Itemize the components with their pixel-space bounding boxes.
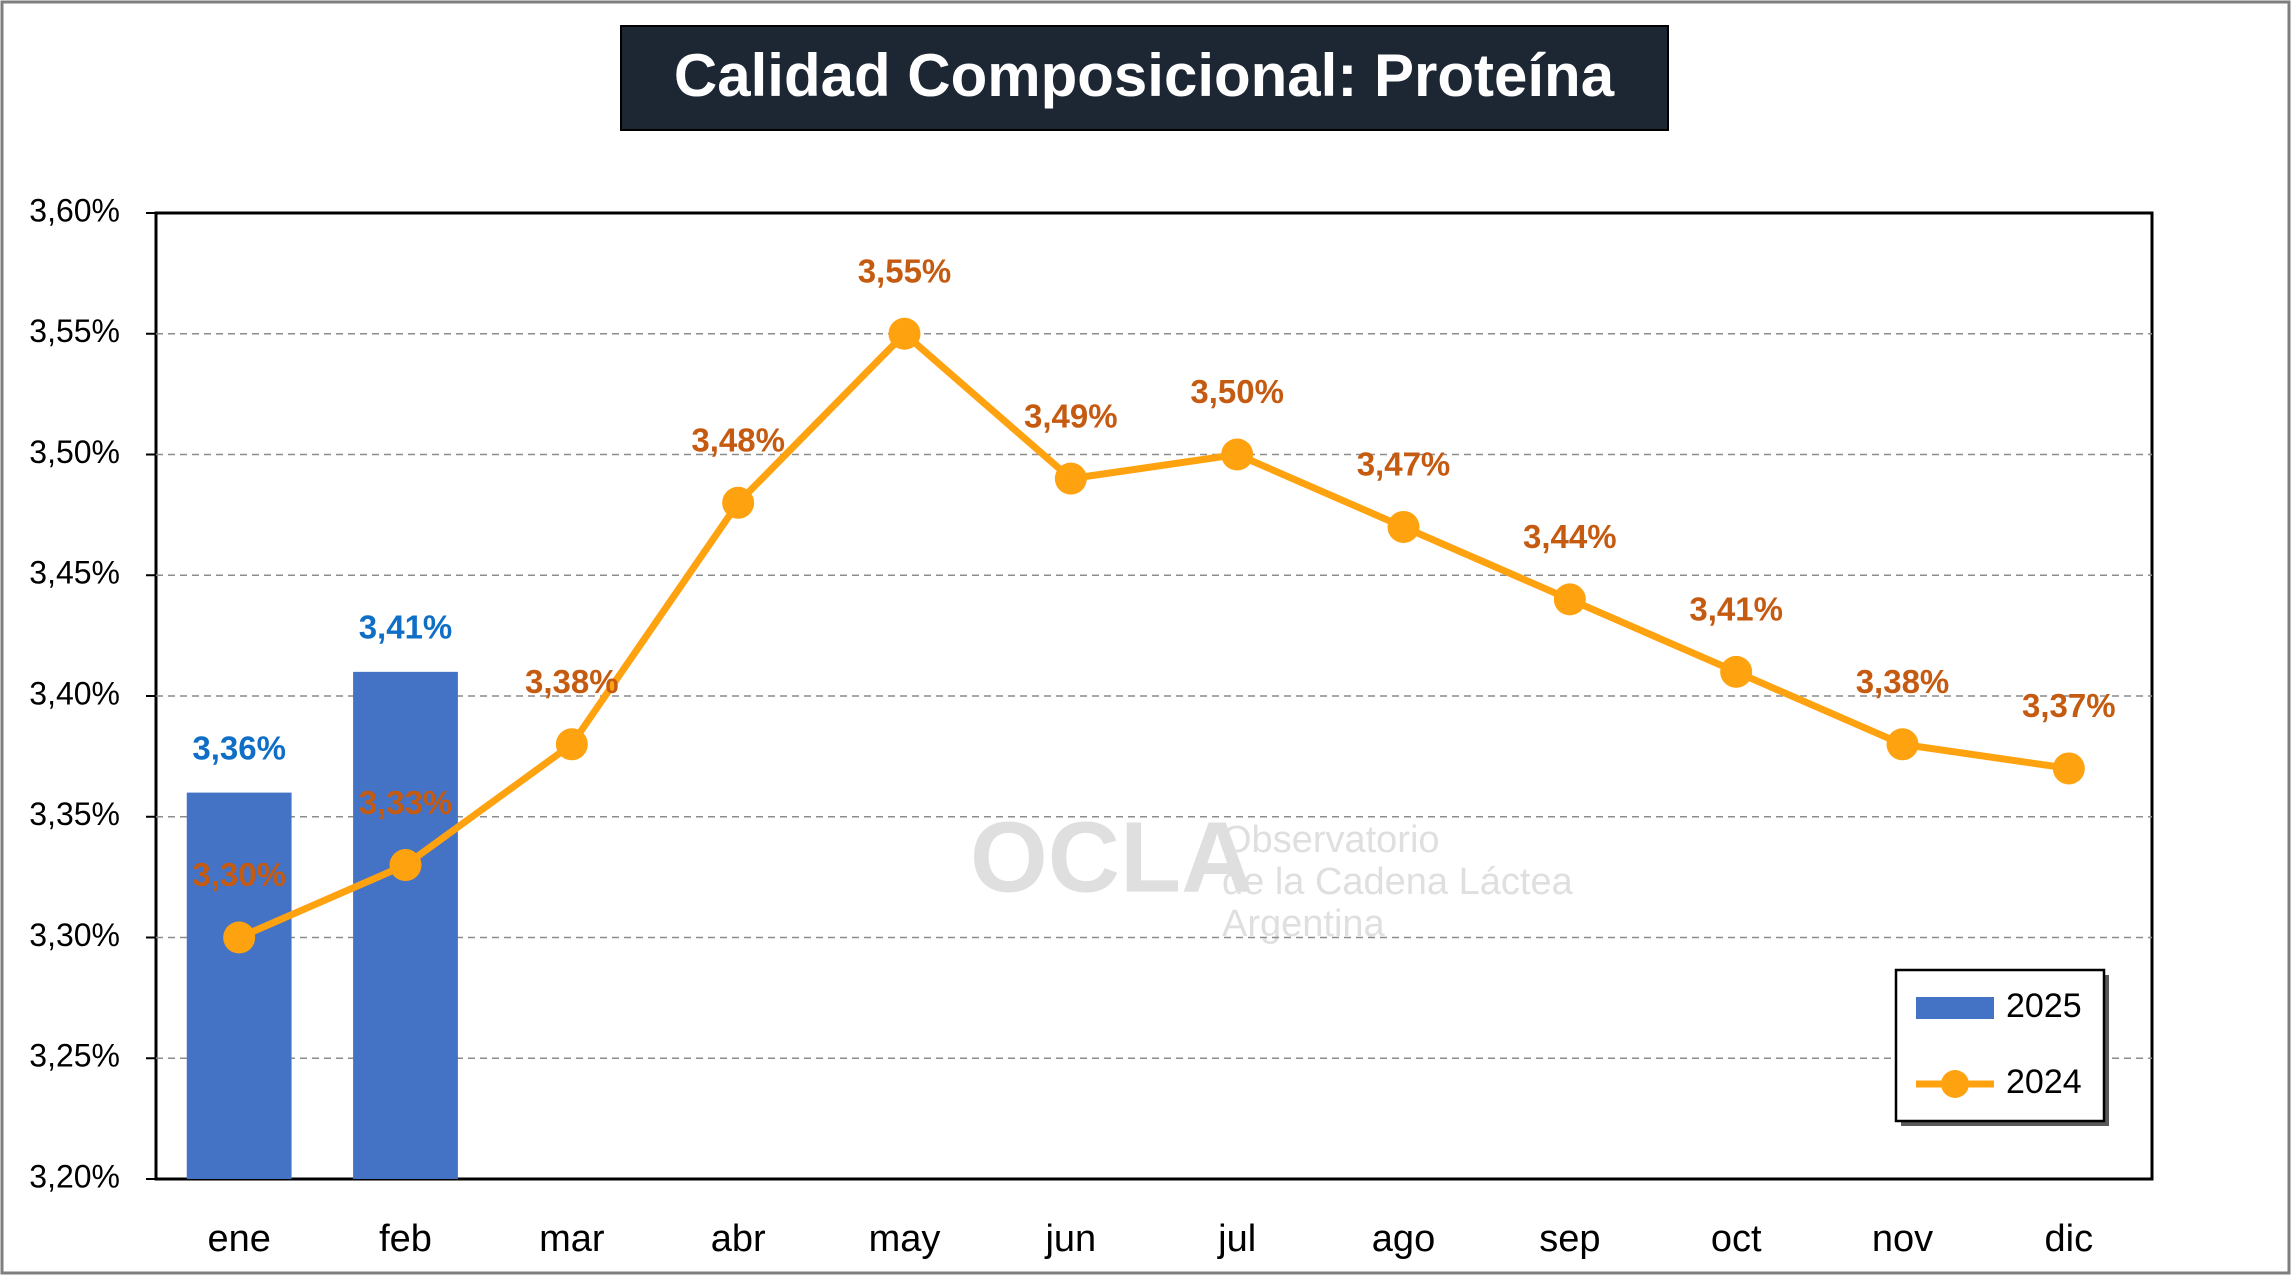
y-tick-label: 3,35% <box>29 796 120 832</box>
x-tick-label: abr <box>711 1218 766 1260</box>
y-tick-label: 3,60% <box>29 192 120 228</box>
y-tick-label: 3,45% <box>29 555 120 591</box>
marker <box>1886 728 1919 761</box>
marker <box>389 849 422 882</box>
y-tick-label: 3,20% <box>29 1158 120 1194</box>
data-label: 3,41% <box>359 609 453 646</box>
legend-swatch <box>1941 1070 1969 1098</box>
data-label: 3,38% <box>525 663 619 700</box>
data-label: 3,30% <box>192 856 286 893</box>
data-label: 3,44% <box>1523 518 1617 555</box>
legend-swatch <box>1916 997 1994 1019</box>
watermark-text: Observatorio <box>1222 819 1440 861</box>
y-tick-label: 3,40% <box>29 675 120 711</box>
marker <box>1720 655 1753 688</box>
marker <box>888 317 921 350</box>
x-tick-label: oct <box>1711 1218 1762 1260</box>
watermark-text: Argentina <box>1222 903 1386 945</box>
chart-title: Calidad Composicional: Proteína <box>674 42 1615 109</box>
data-label: 3,48% <box>691 422 785 459</box>
x-tick-label: ago <box>1372 1218 1435 1260</box>
x-tick-label: feb <box>379 1218 432 1260</box>
marker <box>1054 462 1087 495</box>
x-tick-label: mar <box>539 1218 605 1260</box>
data-label: 3,33% <box>359 784 453 821</box>
watermark-text: de la Cadena Láctea <box>1222 861 1574 903</box>
marker <box>223 921 256 954</box>
marker <box>555 728 588 761</box>
x-tick-label: jul <box>1217 1218 1256 1260</box>
bar <box>186 792 292 1179</box>
data-label: 3,49% <box>1024 397 1118 434</box>
data-label: 3,47% <box>1357 446 1451 483</box>
data-label: 3,55% <box>858 252 952 289</box>
marker <box>2052 752 2085 785</box>
data-label: 3,41% <box>1689 591 1783 628</box>
legend-label: 2025 <box>2006 987 2082 1025</box>
x-tick-label: sep <box>1539 1218 1600 1260</box>
y-tick-label: 3,50% <box>29 434 120 470</box>
marker <box>1221 438 1254 471</box>
watermark-logo: OCLA <box>970 801 1253 913</box>
x-tick-label: ene <box>207 1218 270 1260</box>
bar <box>353 671 458 1179</box>
line <box>237 330 2070 941</box>
y-tick-label: 3,25% <box>29 1038 120 1074</box>
x-tick-label: nov <box>1872 1218 1933 1260</box>
legend-box <box>1894 968 2106 1123</box>
marker <box>1553 583 1586 616</box>
x-tick-label: jun <box>1044 1218 1096 1260</box>
marker <box>1387 510 1420 543</box>
marker <box>722 486 755 519</box>
y-tick-label: 3,30% <box>29 917 120 953</box>
x-tick-label: may <box>869 1218 941 1260</box>
data-label: 3,37% <box>2022 687 2116 724</box>
data-label: 3,50% <box>1190 373 1284 410</box>
title-box <box>620 25 1669 131</box>
data-label: 3,36% <box>192 729 286 766</box>
y-tick-label: 3,55% <box>29 313 120 349</box>
data-label: 3,38% <box>1856 663 1950 700</box>
legend-label: 2024 <box>2006 1063 2082 1101</box>
x-tick-label: dic <box>2045 1218 2094 1260</box>
